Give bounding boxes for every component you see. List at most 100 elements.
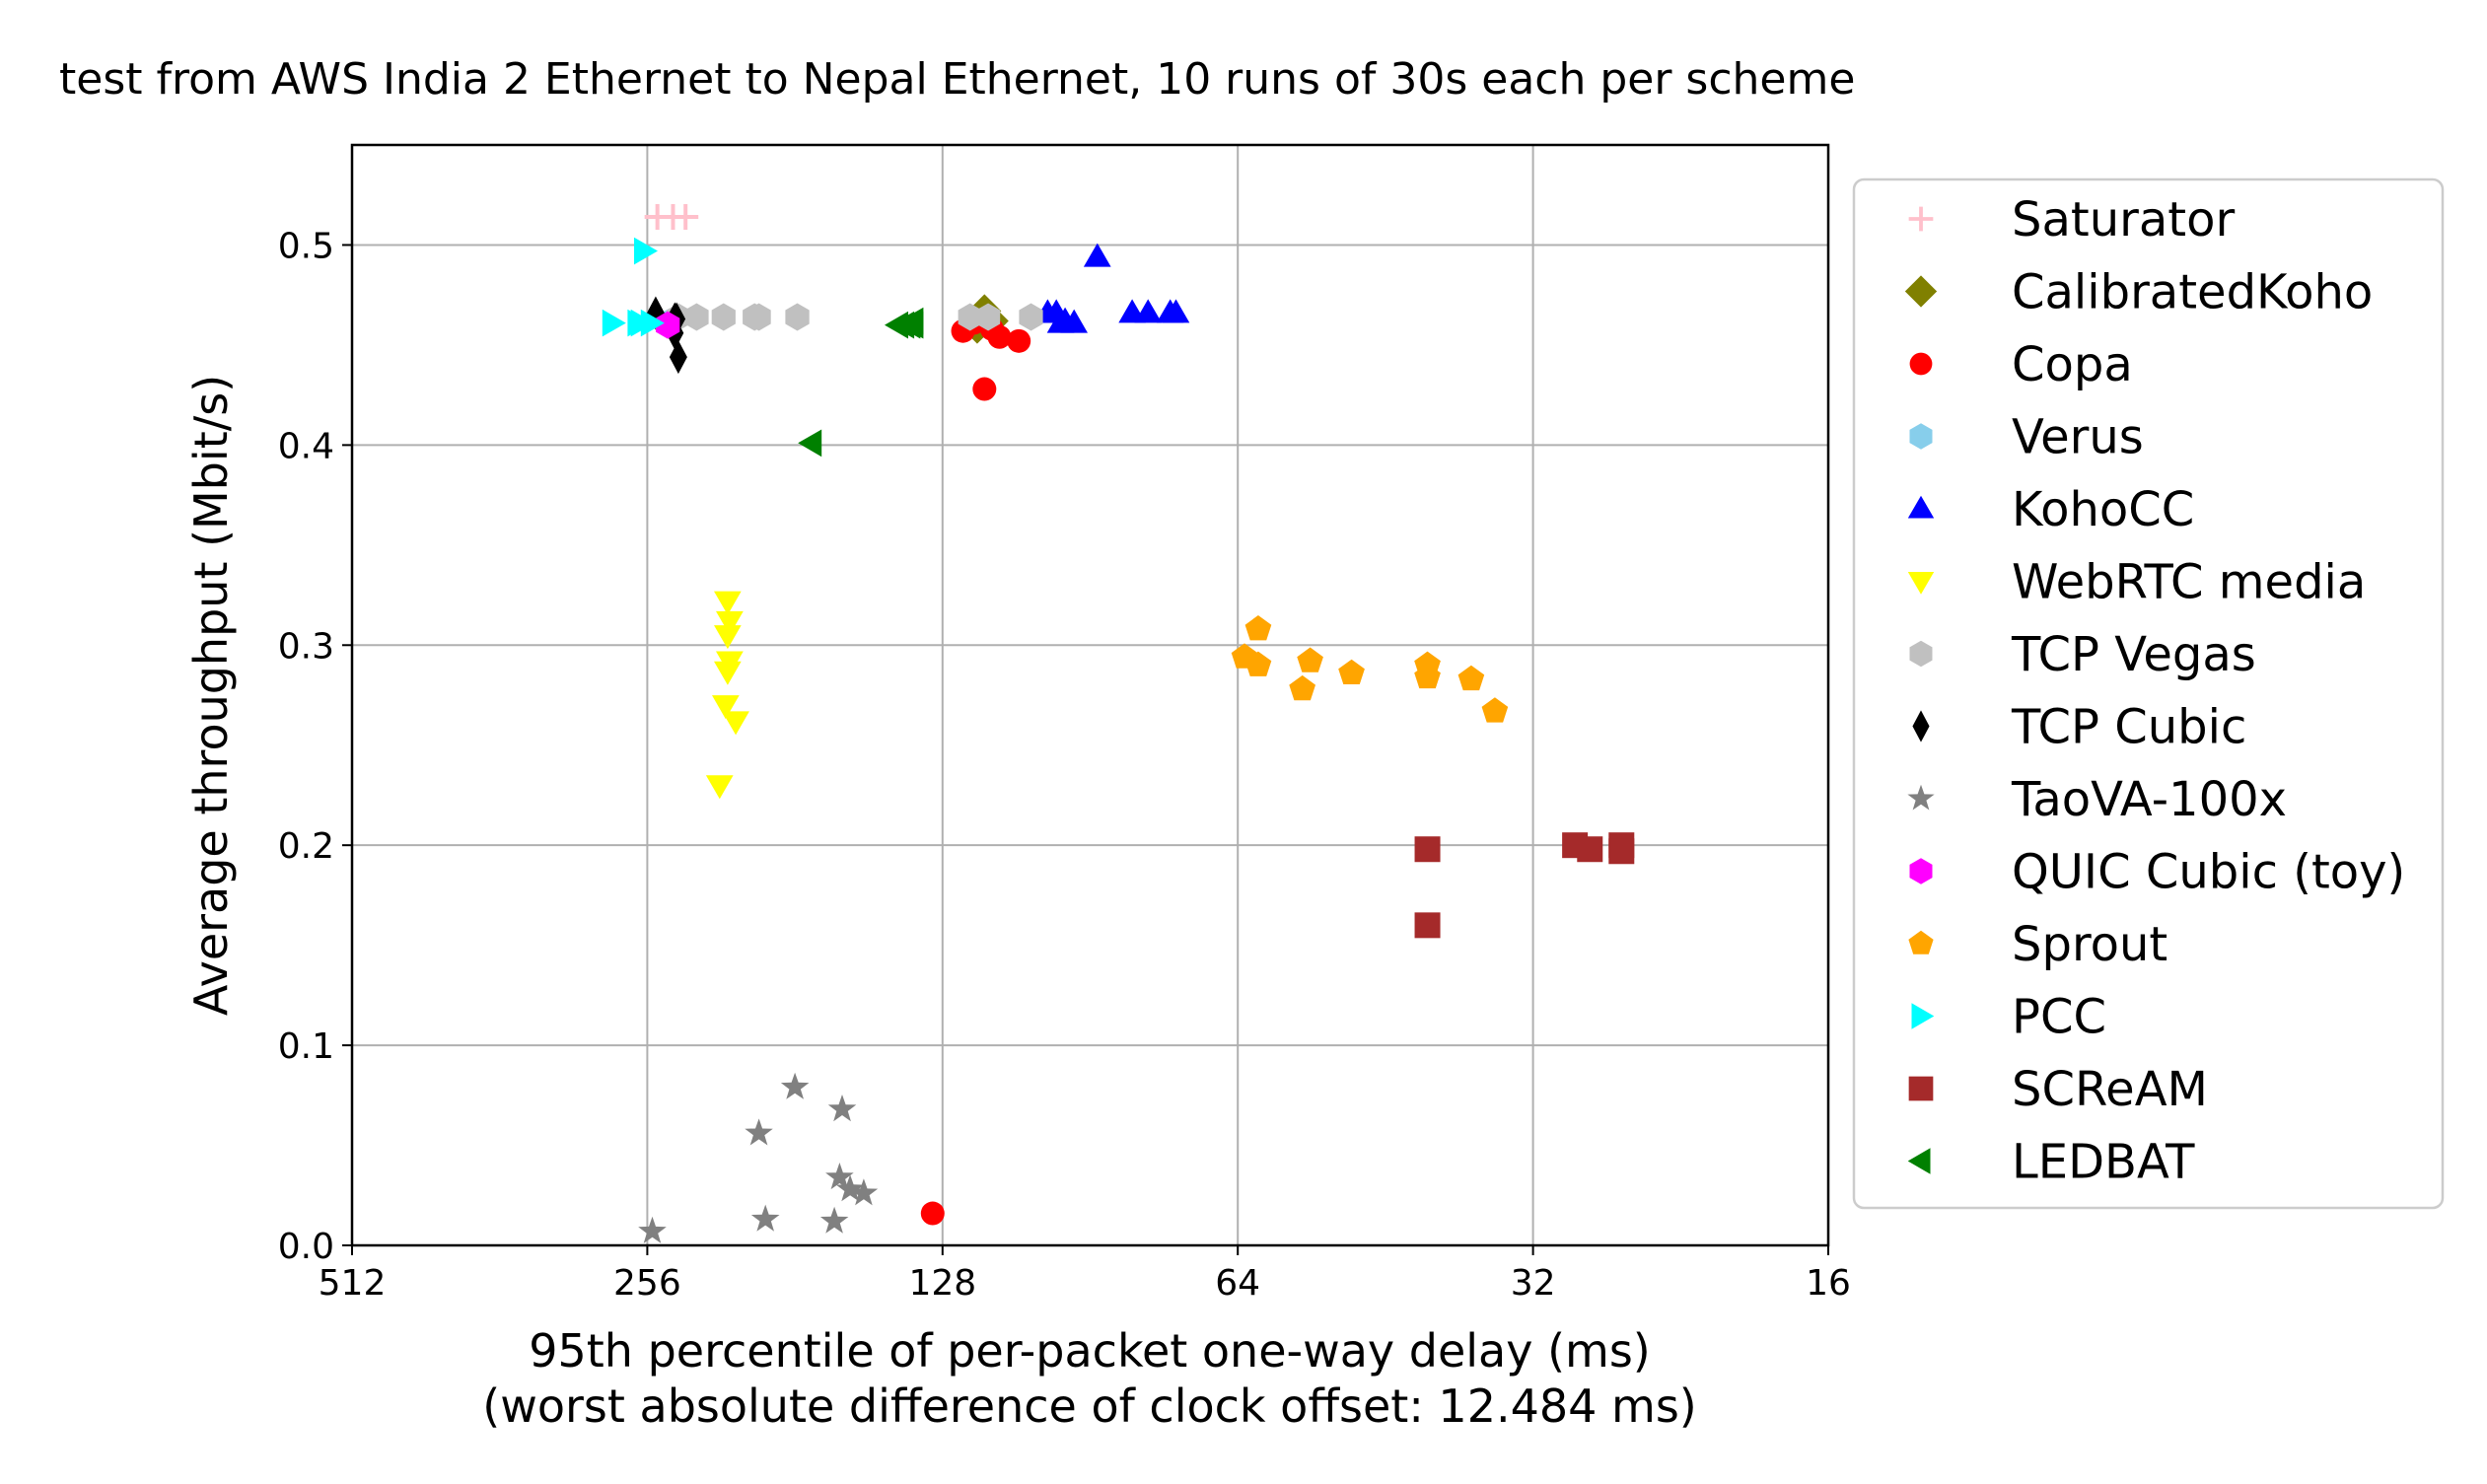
point-tcp-vegas xyxy=(975,303,1001,331)
y-tick-label: 0.0 xyxy=(278,1227,334,1267)
point-webrtc-media xyxy=(714,591,742,615)
legend-label-sprout: Sprout xyxy=(2012,917,2167,972)
point-tcp-vegas xyxy=(958,303,982,331)
legend-label-ledbat: LEDBAT xyxy=(2012,1135,2195,1190)
point-ledbat xyxy=(899,307,924,335)
legend-label-scream: SCReAM xyxy=(2012,1062,2208,1117)
point-taova-100x xyxy=(825,1163,854,1190)
point-pcc xyxy=(602,309,626,337)
legend-marker-taova-100x xyxy=(1907,784,1935,811)
point-webrtc-media xyxy=(714,661,742,685)
point-scream xyxy=(1577,836,1603,863)
point-tcp-vegas xyxy=(746,303,771,331)
point-webrtc-media xyxy=(716,610,744,635)
legend-label-calibratedkoho: CalibratedKoho xyxy=(2012,265,2373,320)
point-taova-100x xyxy=(780,1072,810,1099)
y-axis-ticks: 0.0 0.1 0.2 0.3 0.4 0.5 xyxy=(278,226,352,1267)
data-points xyxy=(602,204,1635,1243)
point-taova-100x xyxy=(638,1216,667,1243)
point-taova-100x xyxy=(849,1178,879,1206)
point-scream xyxy=(1414,912,1441,939)
legend-marker-ledbat xyxy=(1907,1148,1931,1174)
point-kohocc xyxy=(1060,309,1088,333)
point-scream xyxy=(1608,838,1635,865)
point-taova-100x xyxy=(745,1118,773,1146)
x-tick-label: 16 xyxy=(1806,1263,1851,1304)
legend-label-saturator: Saturator xyxy=(2012,192,2235,247)
point-webrtc-media xyxy=(722,711,749,736)
point-sprout xyxy=(1244,615,1272,641)
x-axis-label: 95th percentile of per-packet one-way de… xyxy=(529,1324,1651,1378)
point-webrtc-media xyxy=(714,625,742,650)
x-tick-label: 128 xyxy=(908,1263,976,1304)
legend-marker-calibratedkoho xyxy=(1904,275,1938,308)
point-webrtc-media xyxy=(712,695,740,720)
point-ledbat xyxy=(798,429,822,458)
point-saturator xyxy=(673,204,699,231)
legend-label-tcp-vegas: TCP Vegas xyxy=(2011,627,2256,682)
point-taova-100x xyxy=(819,1206,849,1234)
x-tick-label: 512 xyxy=(319,1263,387,1304)
legend-label-copa: Copa xyxy=(2012,337,2133,392)
legend: Saturator CalibratedKoho Copa Verus KohoCC We… xyxy=(1852,177,2445,1210)
legend-marker-kohocc xyxy=(1907,495,1935,519)
legend-label-pcc: PCC xyxy=(2012,990,2106,1045)
point-kohocc xyxy=(1134,299,1163,323)
legend-label-kohocc: KohoCC xyxy=(2012,482,2194,537)
legend-marker-tcp-cubic xyxy=(1912,710,1930,742)
y-tick-label: 0.1 xyxy=(278,1026,334,1067)
point-sprout xyxy=(1244,651,1272,676)
legend-marker-sprout xyxy=(1908,930,1934,954)
point-pcc xyxy=(634,237,658,265)
point-tcp-vegas xyxy=(711,303,736,331)
point-webrtc-media xyxy=(705,775,734,800)
legend-marker-copa xyxy=(1909,352,1933,376)
point-copa xyxy=(920,1201,945,1226)
legend-marker-pcc xyxy=(1911,1003,1935,1029)
legend-marker-webrtc-media xyxy=(1907,572,1935,595)
point-tcp-vegas xyxy=(684,303,709,331)
point-taova-100x xyxy=(827,1095,857,1122)
x-axis-label-line2: (worst absolute difference of clock offs… xyxy=(482,1379,1696,1433)
point-tcp-vegas xyxy=(785,303,810,331)
point-pcc xyxy=(627,309,652,337)
plot-frame xyxy=(350,143,1830,1247)
legend-label-taova-100x: TaoVA-100x xyxy=(2011,772,2287,827)
y-tick-label: 0.2 xyxy=(278,826,334,867)
point-quic-cubic-toy xyxy=(656,311,680,339)
y-tick-label: 0.5 xyxy=(278,226,334,266)
y-tick-label: 0.4 xyxy=(278,426,334,466)
point-sprout xyxy=(1414,663,1441,689)
point-copa xyxy=(1007,328,1031,353)
point-kohocc xyxy=(1162,299,1190,323)
point-copa xyxy=(987,324,1012,349)
y-tick-label: 0.3 xyxy=(278,626,334,667)
point-scream xyxy=(1414,836,1441,863)
x-tick-label: 256 xyxy=(613,1263,681,1304)
chart-title: test from AWS India 2 Ethernet to Nepal … xyxy=(59,54,1855,105)
legend-marker-scream xyxy=(1908,1076,1934,1101)
point-copa xyxy=(972,377,997,401)
point-taova-100x xyxy=(750,1204,780,1232)
x-tick-label: 32 xyxy=(1511,1263,1556,1304)
point-tcp-vegas xyxy=(1019,303,1043,331)
legend-label-verus: Verus xyxy=(2012,410,2144,465)
legend-marker-verus xyxy=(1909,423,1933,450)
legend-frame xyxy=(1852,177,2445,1210)
legend-marker-quic-cubic-toy xyxy=(1909,858,1933,884)
legend-label-webrtc-media: WebRTC media xyxy=(2012,555,2366,610)
point-sprout xyxy=(1289,674,1315,701)
point-sprout xyxy=(1457,665,1485,691)
point-kohocc xyxy=(1083,243,1111,267)
x-tick-label: 64 xyxy=(1215,1263,1260,1304)
legend-marker-tcp-vegas xyxy=(1909,640,1933,668)
legend-label-tcp-cubic: TCP Cubic xyxy=(2011,700,2246,755)
point-taova-100x xyxy=(835,1174,865,1202)
y-axis-label: Average throughput (Mbit/s) xyxy=(184,375,238,1016)
legend-label-quic-cubic-toy: QUIC Cubic (toy) xyxy=(2012,845,2405,900)
point-tcp-cubic xyxy=(669,340,687,375)
point-sprout xyxy=(1338,659,1365,684)
point-sprout xyxy=(1297,647,1323,672)
